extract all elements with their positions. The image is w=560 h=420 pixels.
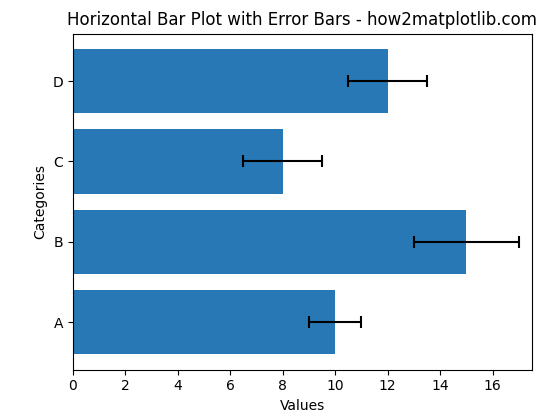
Title: Horizontal Bar Plot with Error Bars - how2matplotlib.com: Horizontal Bar Plot with Error Bars - ho… <box>67 11 538 29</box>
Bar <box>73 210 466 274</box>
X-axis label: Values: Values <box>280 399 325 413</box>
Y-axis label: Categories: Categories <box>33 164 47 239</box>
Bar <box>73 290 335 354</box>
Bar <box>73 129 283 194</box>
Bar <box>73 49 388 113</box>
